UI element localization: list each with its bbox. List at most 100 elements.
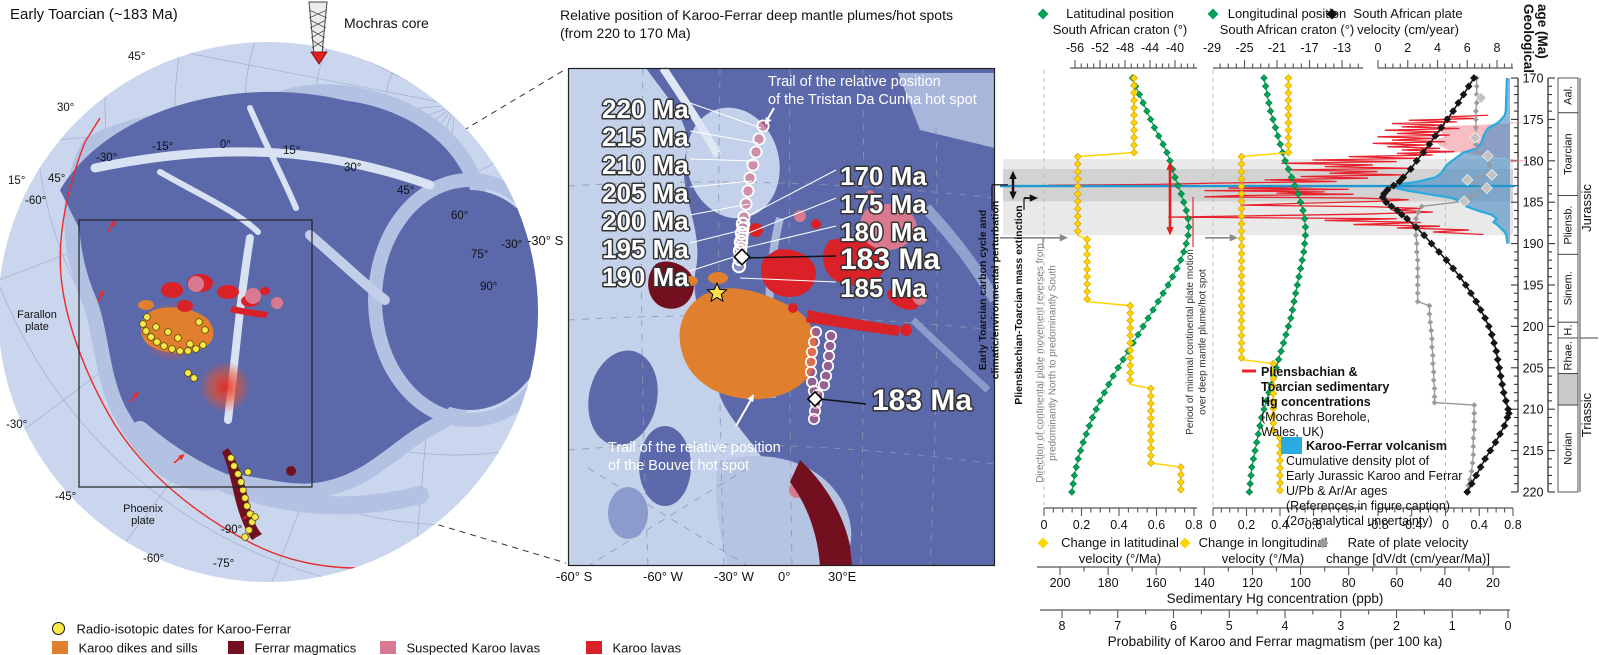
karoo-lavas [260, 287, 270, 295]
stage-label: Rhae. [1563, 341, 1575, 370]
arrow-head [1029, 194, 1038, 202]
stage-box [1557, 404, 1579, 493]
graticule-label: 30° [57, 102, 74, 114]
bouvet-trail-circle [805, 375, 819, 389]
trail-age-label: 175 Ma [840, 189, 927, 219]
bouvet-trail-circle [804, 355, 818, 369]
radioisotopic-date-dot [201, 326, 209, 334]
radioisotopic-date-dot [186, 340, 194, 348]
axis-tick-label: -0.8 [1367, 518, 1389, 532]
map-longitude-label: 0° [778, 569, 791, 584]
age-leader-line [689, 180, 753, 188]
trail-age-label: 215 Ma [602, 122, 689, 152]
plume-glow [199, 361, 251, 413]
series-diamond-icon [1037, 8, 1049, 20]
axis-tick-label: -17 [1300, 41, 1318, 55]
lat-position-markers [1068, 74, 1193, 496]
margin-annotation: Direction of continental plate movement … [1035, 243, 1046, 483]
radioisotopic-date-dot [160, 342, 168, 350]
series-header: velocity (°/Ma) [1079, 551, 1162, 566]
legend-radioisotopic-label: Radio-isotopic dates for Karoo-Ferrar [76, 621, 292, 637]
tristan-183-diamond [733, 248, 751, 266]
map-longitude-label: -30° W [714, 569, 754, 584]
series-diamond-icon [1037, 537, 1049, 549]
trail-age-label: 220 Ma [602, 94, 689, 124]
map-border [567, 67, 996, 567]
legend-text: Hg concentrations [1261, 395, 1371, 409]
graticule-label: 15° [283, 145, 300, 157]
arrow-head [1166, 161, 1174, 170]
trail-age-label: 190 Ma [602, 262, 689, 292]
bouvet-trail-circle [809, 325, 823, 339]
island [588, 350, 658, 446]
axis-tick-label: 0 [1442, 518, 1449, 532]
axis-tick-label: 7 [1114, 619, 1121, 633]
series-header: Change in latitudinal [1061, 535, 1179, 550]
axis-tick-label: 5 [1226, 619, 1233, 633]
axis-tick-label: 6 [1464, 41, 1471, 55]
mochras-star-marker [706, 281, 728, 303]
stage-label: H. [1563, 325, 1575, 336]
radioisotopic-date-dot [143, 313, 151, 321]
margin-annotation: Period of minimal continental plate moti… [1185, 249, 1196, 435]
radioisotopic-date-dot [239, 486, 247, 494]
suspected-karoo-lavas [794, 210, 806, 222]
bouvet-trail-circle [807, 412, 821, 426]
axis-tick-label: -29 [1203, 41, 1221, 55]
bouvet-trail-circle [823, 339, 837, 353]
axis-tick-label: 160 [1146, 576, 1167, 590]
map-longitude-label: 30°E [828, 569, 857, 584]
period-label: Jurassic [1579, 184, 1594, 232]
suspected-karoo-lavas [866, 190, 874, 198]
stage-box [1557, 373, 1579, 406]
mochras-location-marker [310, 51, 328, 65]
island [608, 487, 648, 539]
age-label: 170 [1523, 72, 1544, 86]
graticule-label: 90° [480, 281, 497, 293]
arrow-head [132, 391, 139, 399]
series-header: velocity (°/Ma) [1222, 551, 1305, 566]
age-leader-line [689, 130, 759, 144]
legend-text: Cumulative density plot of [1286, 454, 1430, 468]
legend-text: Wales, UK) [1261, 425, 1324, 439]
lon-velocity-change-markers [1237, 74, 1293, 495]
tristan-caption: of the Tristan Da Cunha hot spot [768, 92, 977, 108]
derrick-lattice [311, 39, 325, 49]
island [639, 426, 691, 506]
arrow-head [177, 454, 185, 461]
bouvet-trail-circle [822, 349, 836, 363]
age-label: 175 [1523, 113, 1544, 127]
map-longitude-label: -60° W [643, 569, 683, 584]
legend-suspected: Suspected Karoo lavas [380, 639, 540, 655]
axis-tick-label: 3 [1337, 619, 1344, 633]
axis-tick-label: -0.4 [1401, 518, 1423, 532]
radioisotopic-date-dot [153, 338, 161, 346]
arrow-head [109, 219, 115, 227]
hg-axis-title: Sedimentary Hg concentration (ppb) [1167, 591, 1384, 606]
radioisotopic-date-dot [237, 478, 245, 486]
age-leader-line [743, 225, 837, 249]
lat-velocity-change-line [1077, 78, 1182, 492]
tristan-trail-circle [741, 184, 755, 198]
axis-tick-label: 0.4 [1471, 518, 1488, 532]
series-header: Longitudinal position [1228, 6, 1347, 21]
plate-name-label: plate [131, 515, 155, 527]
shelf-patch [898, 73, 995, 148]
legend-kf-swatch [1281, 437, 1302, 454]
age-leader-line [689, 203, 750, 216]
axis-tick-label: 0 [1505, 619, 1512, 633]
legend-karoo-dikes: Karoo dikes and sills [52, 639, 198, 655]
diamond-leader-line [743, 255, 837, 259]
axis-tick-label: 1 [1449, 619, 1456, 633]
karoo-lavas [217, 285, 239, 299]
axis-tick-label: 0.6 [1305, 518, 1322, 532]
radioisotopic-date-dot [199, 341, 207, 349]
series-diamond-icon [1207, 8, 1219, 20]
radioisotopic-date-dot [190, 374, 198, 382]
axis-tick-label: 4 [1434, 41, 1441, 55]
diamond-leader-line [819, 398, 867, 405]
seaway [659, 65, 722, 158]
axis-tick-label: 120 [1242, 576, 1263, 590]
graticule-label: 0° [220, 139, 231, 151]
plate-motion-chart: -56 -52 -48 -44 -40 0 0.2 0.4 0.6 0.8 -29 -25 -21 -17… [977, 4, 1598, 649]
